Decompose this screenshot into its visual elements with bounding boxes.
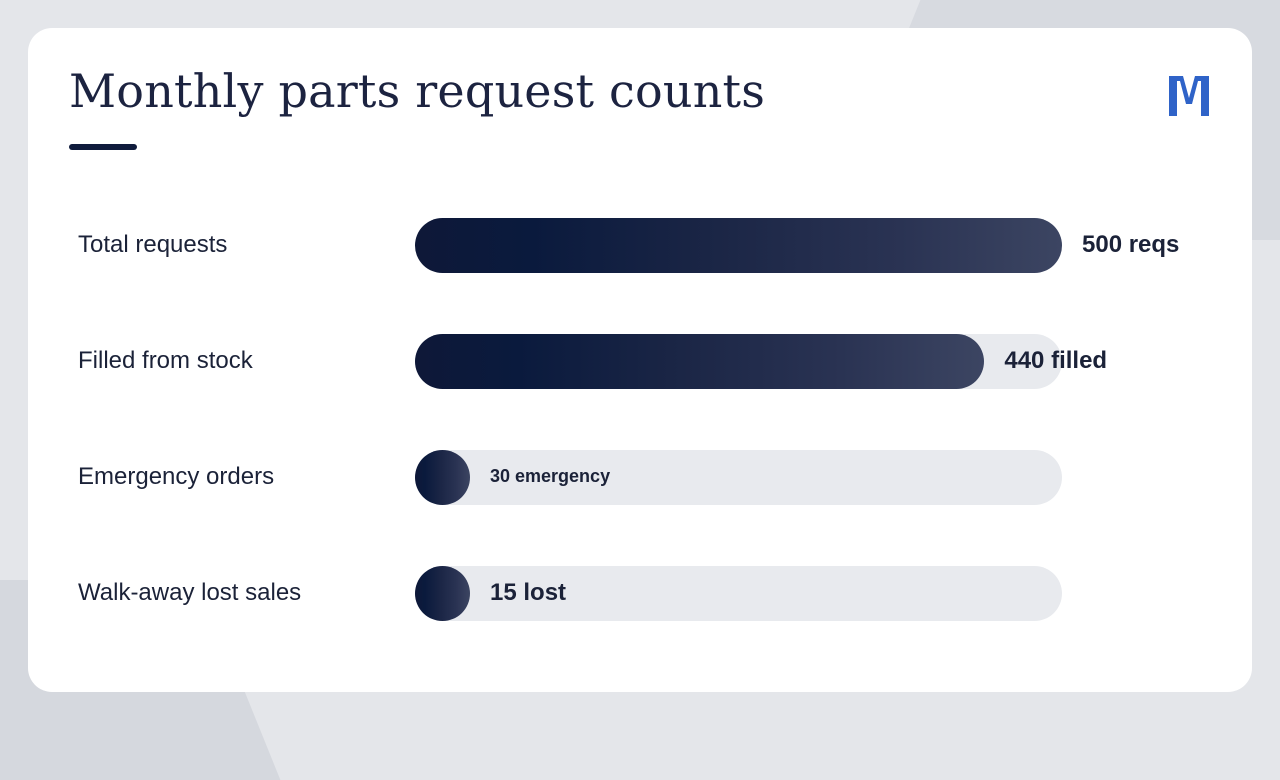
bar-track-emergency-orders: [415, 450, 1062, 505]
bar-emergency-orders: [415, 450, 470, 505]
bar-total-requests: [415, 218, 1062, 273]
chart-title: Monthly parts request counts: [69, 64, 766, 118]
data-label-filled-from-stock: 440 filled: [1004, 347, 1108, 374]
bar-track-walk-away-lost-sales: [415, 566, 1062, 621]
bar-filled-from-stock: [415, 334, 985, 389]
data-label-total-requests: 500 reqs: [1082, 231, 1180, 258]
category-label-walk-away-lost-sales: Walk-away lost sales: [78, 579, 302, 606]
title-underline: [69, 144, 137, 150]
bar-track-filled-from-stock: [415, 334, 1062, 389]
category-label-filled-from-stock: Filled from stock: [78, 347, 253, 374]
chart-card: Monthly parts request counts Total reque…: [28, 28, 1252, 692]
data-label-walk-away-lost-sales: 15 lost: [490, 579, 567, 606]
data-label-emergency-orders: 30 emergency: [490, 466, 611, 486]
bar-walk-away-lost-sales: [415, 566, 470, 621]
category-label-emergency-orders: Emergency orders: [78, 463, 275, 490]
brand-logo-icon: [1169, 76, 1209, 116]
bar-track-total-requests: [415, 218, 1062, 273]
category-label-total-requests: Total requests: [78, 231, 228, 258]
